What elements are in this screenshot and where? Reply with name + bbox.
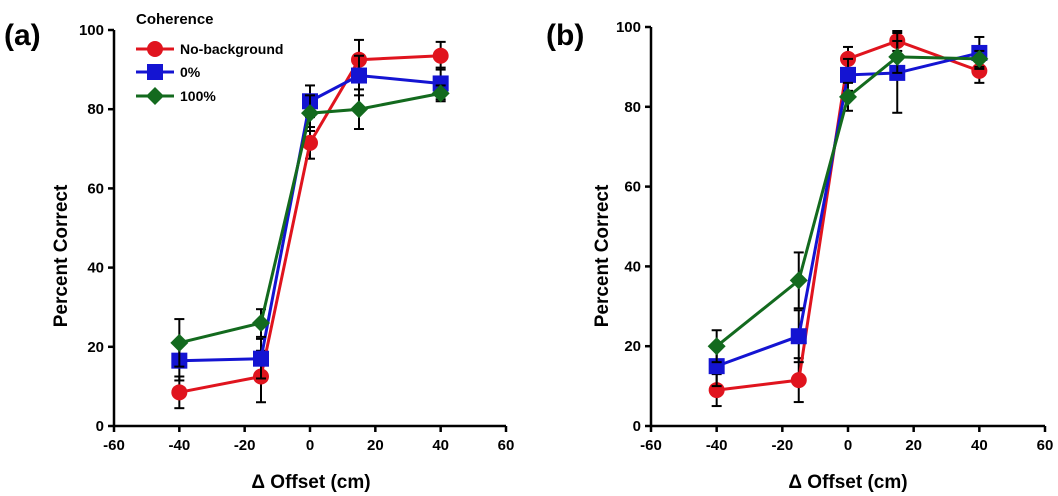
data-point-0: [253, 351, 269, 367]
data-point-no-background: [791, 372, 807, 388]
x-axis-title-a: Δ Offset (cm): [251, 472, 370, 493]
legend-item-no-background: No-background: [136, 41, 283, 57]
y-tick-label: 60: [87, 180, 104, 197]
y-axis-title-b: Percent Correct: [592, 184, 613, 327]
axes-b: 0 20 40 60 80 100 -60 -40 -20 0 20 40 60: [616, 19, 1053, 454]
x-tick-label: -20: [234, 437, 256, 454]
series-100: [170, 84, 449, 366]
panel-a: (a) 0 20 40 60 80 100 -60 -40 -20 0 20 40 60 Percent…: [4, 11, 514, 493]
panel-b: (b) 0 20 40 60 80 100 -60 -40 -20 0 20 40 60 Percent…: [546, 19, 1053, 493]
plot-area-b: [708, 31, 989, 406]
data-point-100: [170, 334, 188, 352]
x-tick-label: 20: [905, 437, 922, 454]
panel-label-a: (a): [4, 19, 41, 52]
data-point-0: [791, 328, 807, 344]
y-axis-title-a: Percent Correct: [51, 184, 72, 327]
x-tick-label: 60: [1037, 437, 1054, 454]
legend-item-0: 0%: [136, 64, 201, 80]
x-tick-label: -20: [771, 437, 793, 454]
data-point-0: [840, 67, 856, 83]
legend-item-100: 100%: [136, 87, 216, 105]
x-tick-label: -40: [168, 437, 190, 454]
legend-marker: [147, 64, 163, 80]
legend-label: 100%: [180, 88, 216, 104]
y-tick-label: 60: [624, 179, 641, 196]
y-tick-label: 80: [624, 99, 641, 116]
x-tick-label: -60: [103, 437, 125, 454]
x-tick-label: 60: [498, 437, 515, 454]
x-tick-label: 40: [432, 437, 449, 454]
y-tick-label: 100: [79, 22, 104, 39]
y-tick-label: 20: [87, 339, 104, 356]
panel-label-b: (b): [546, 19, 584, 52]
data-point-no-background: [171, 384, 187, 400]
x-tick-label: 40: [971, 437, 988, 454]
y-tick-label: 40: [624, 258, 641, 275]
legend-marker: [146, 87, 164, 105]
y-tick-label: 100: [616, 19, 641, 36]
data-point-100: [350, 100, 368, 118]
x-tick-label: -40: [706, 437, 728, 454]
y-tick-label: 20: [624, 338, 641, 355]
x-tick-label: 20: [367, 437, 384, 454]
y-tick-label: 0: [633, 418, 641, 435]
y-tick-label: 40: [87, 260, 104, 277]
x-axis-title-b: Δ Offset (cm): [788, 472, 907, 493]
legend-label: 0%: [180, 64, 201, 80]
y-tick-label: 80: [87, 101, 104, 118]
data-point-0: [351, 68, 367, 84]
legend-marker: [147, 41, 163, 57]
axes-a: 0 20 40 60 80 100 -60 -40 -20 0 20 40 60: [79, 22, 514, 454]
legend: Coherence No-background 0% 100%: [136, 11, 283, 105]
data-point-no-background: [433, 48, 449, 64]
series-100: [708, 41, 989, 362]
legend-label: No-background: [180, 41, 283, 57]
x-tick-label: 0: [844, 437, 852, 454]
x-tick-label: -60: [640, 437, 662, 454]
x-tick-label: 0: [306, 437, 314, 454]
y-tick-label: 0: [96, 418, 104, 435]
legend-title: Coherence: [136, 11, 214, 28]
